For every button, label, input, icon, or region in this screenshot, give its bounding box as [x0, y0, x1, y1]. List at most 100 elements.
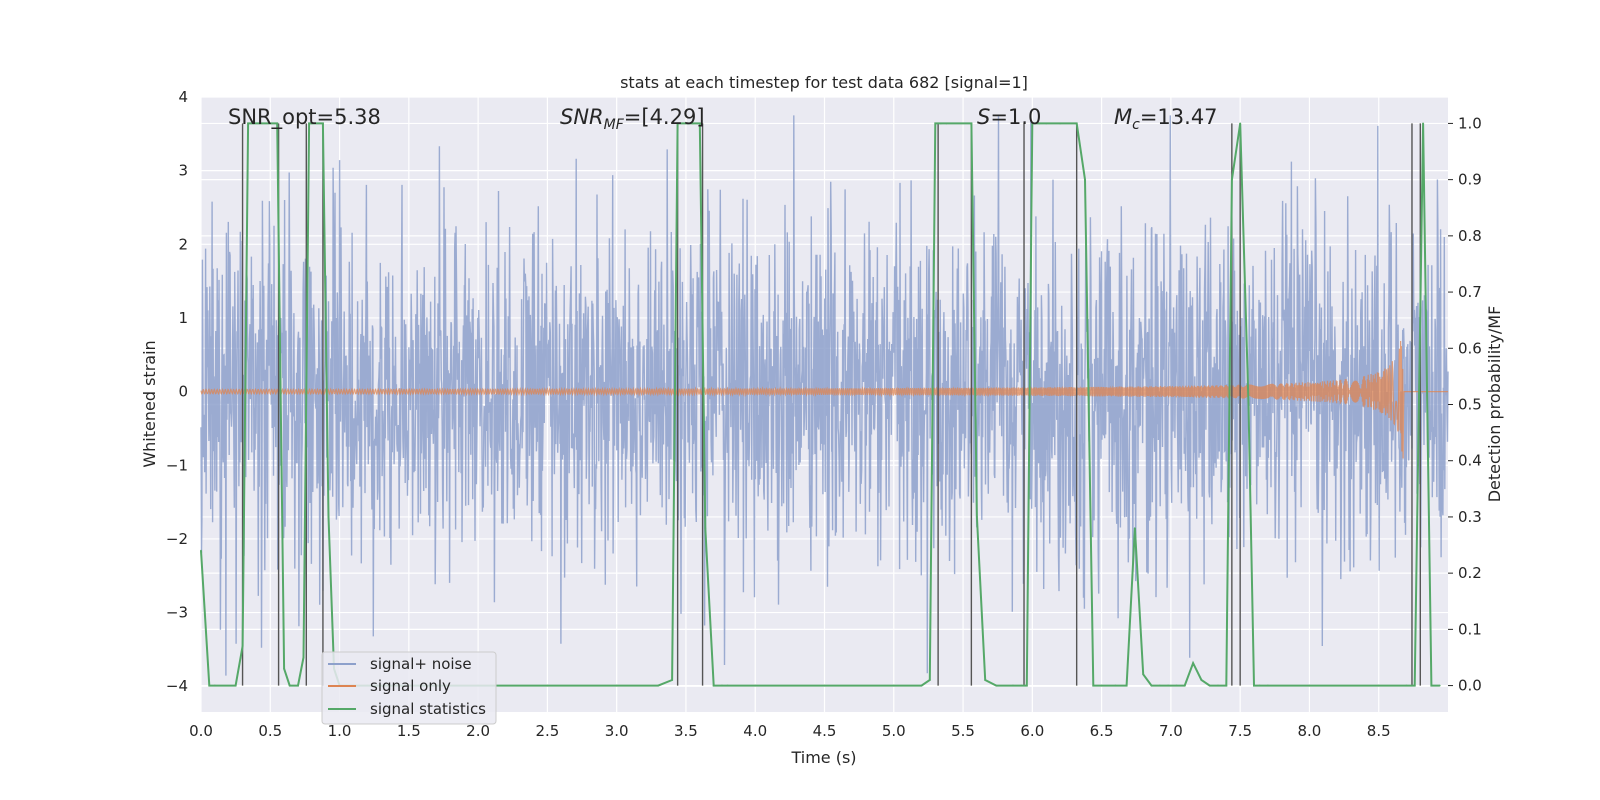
signal-statistics-point-71 [1208, 684, 1211, 687]
signal-statistics-point-51 [1025, 684, 1028, 687]
signal-statistics-point-3 [234, 684, 237, 687]
signal-statistics-point-29 [676, 122, 679, 125]
signal-statistics-point-13 [302, 656, 305, 659]
signal-statistics-point-35 [721, 684, 723, 687]
signal-statistics-point-86 [1438, 684, 1441, 687]
signal-statistics-point-5 [247, 122, 250, 125]
y2-tick-label-0-0: 0.0 [1458, 677, 1482, 695]
y-axis-label: Whitened strain [140, 340, 159, 467]
x-tick-label-6-5: 6.5 [1090, 722, 1114, 740]
signal-statistics-point-4 [241, 645, 244, 648]
signal-statistics-point-47 [984, 679, 987, 681]
signal-statistics-point-63 [1142, 673, 1145, 676]
signal-statistics-point-44 [945, 122, 948, 125]
signal-statistics-point-74 [1230, 178, 1233, 181]
signal-statistics-point-9 [276, 122, 279, 125]
x-tick-label-2-5: 2.5 [535, 722, 559, 740]
y-tick-label-0: 4 [178, 88, 188, 106]
legend-label-signal-statistics: signal statistics [370, 700, 486, 718]
signal-statistics-point-17 [327, 516, 330, 518]
signal-statistics-point-25 [546, 684, 549, 687]
signal-statistics-point-14 [308, 122, 310, 125]
x-axis-label: Time (s) [790, 748, 856, 767]
signal-statistics-point-57 [1084, 178, 1086, 181]
x-tick-label-7-0: 7.0 [1159, 722, 1183, 740]
x-tick-label-4-0: 4.0 [743, 722, 767, 740]
y2-tick-label-0-7: 0.7 [1458, 283, 1482, 301]
signal-statistics-point-26 [615, 684, 618, 687]
signal-statistics-point-76 [1247, 403, 1250, 406]
y2-tick-label-0-3: 0.3 [1458, 508, 1482, 526]
y2-tick-label-1-0: 1.0 [1458, 114, 1482, 132]
signal-statistics-point-10 [283, 667, 286, 670]
signal-statistics-point-73 [1225, 684, 1228, 687]
signal-statistics-point-43 [939, 122, 942, 125]
signal-statistics-point-27 [657, 684, 660, 687]
x-tick-label-5-0: 5.0 [882, 722, 906, 740]
x-tick-label-6-0: 6.0 [1020, 722, 1044, 740]
legend-label-signal-only: signal only [370, 677, 451, 695]
signal-statistics-point-52 [1031, 122, 1034, 125]
signal-statistics-point-33 [704, 527, 707, 530]
signal-statistics-point-68 [1183, 684, 1186, 687]
signal-statistics-point-6 [252, 122, 255, 125]
annotation-s-value: =1.0 [990, 105, 1041, 129]
signal-statistics-point-8 [269, 122, 272, 125]
annotation-mc-sub: c [1132, 117, 1140, 133]
signal-statistics-point-15 [310, 122, 313, 125]
x-tick-label-1-5: 1.5 [397, 722, 421, 740]
signal-statistics-point-61 [1125, 684, 1128, 687]
y2-tick-labels: 1.0 0.9 0.8 0.7 0.6 0.5 0.4 0.3 0.2 0.1 0.0 [1448, 114, 1482, 695]
signal-statistics-point-32 [698, 122, 701, 125]
signal-statistics-point-2 [213, 684, 216, 687]
signal-statistics-point-41 [928, 679, 931, 681]
y2-tick-label-0-8: 0.8 [1458, 227, 1482, 245]
y2-tick-label-0-2: 0.2 [1458, 564, 1482, 582]
signal-statistics-point-53 [1038, 122, 1041, 125]
signal-statistics-point-79 [1266, 684, 1269, 687]
x-tick-label-1-0: 1.0 [328, 722, 352, 740]
y2-tick-label-0-4: 0.4 [1458, 452, 1482, 470]
legend-box [321, 651, 497, 725]
y-tick-labels: 4 3 2 1 0 −1 −2 −3 −4 [166, 88, 188, 695]
x-tick-label-8-0: 8.0 [1298, 722, 1322, 740]
x-tick-label-2-0: 2.0 [466, 722, 490, 740]
y-tick-label-1: 3 [178, 162, 188, 180]
y2-axis-label: Detection probability/MF [1485, 306, 1504, 503]
y-tick-label-8: −4 [166, 677, 188, 695]
annotation-snr-mf: SNRMF=[4.29] [560, 105, 705, 133]
x-tick-label-0-5: 0.5 [258, 722, 282, 740]
signal-statistics-point-83 [1413, 684, 1416, 687]
y-tick-label-2: 2 [178, 235, 188, 253]
signal-statistics-point-0 [200, 549, 202, 552]
annotation-s-label: S [977, 105, 990, 129]
signal-statistics-point-72 [1217, 684, 1219, 687]
signal-statistics-point-11 [288, 684, 291, 687]
annotation-mc: Mc=13.47 [1114, 105, 1218, 133]
signal-statistics-point-77 [1253, 684, 1255, 687]
signal-statistics-point-64 [1150, 684, 1153, 687]
signal-statistics-point-30 [685, 122, 687, 125]
annotation-mc-value: =13.47 [1140, 105, 1218, 129]
signal-statistics-point-59 [1100, 684, 1103, 687]
chart-title: stats at each timestep for test data 682… [620, 73, 1028, 92]
signal-statistics-point-46 [976, 516, 978, 518]
signal-statistics-point-50 [1020, 684, 1023, 687]
signal-statistics-point-39 [892, 684, 895, 687]
signal-statistics-point-56 [1075, 122, 1078, 125]
annotation-snr-mf-sub: MF [604, 117, 625, 133]
x-tick-labels: 0.0 0.5 1.0 1.5 2.0 2.5 3.0 3.5 4.0 4.5 5.0 5.5 6.0 6… [189, 722, 1391, 740]
signal-statistics-point-81 [1377, 684, 1380, 687]
signal-statistics-point-82 [1405, 684, 1408, 687]
signal-statistics-point-85 [1430, 684, 1433, 687]
signal-statistics-point-70 [1200, 679, 1203, 681]
signal-statistics-point-80 [1308, 684, 1311, 687]
y2-tick-label-0-1: 0.1 [1458, 620, 1482, 638]
signal-statistics-point-37 [754, 684, 757, 687]
legend: signal+ noise signal only signal statist… [321, 651, 497, 725]
x-tick-label-3-5: 3.5 [674, 722, 698, 740]
signal-statistics-point-69 [1192, 662, 1194, 664]
signal-statistics-point-66 [1167, 684, 1170, 687]
y2-tick-label-0-9: 0.9 [1458, 171, 1482, 189]
